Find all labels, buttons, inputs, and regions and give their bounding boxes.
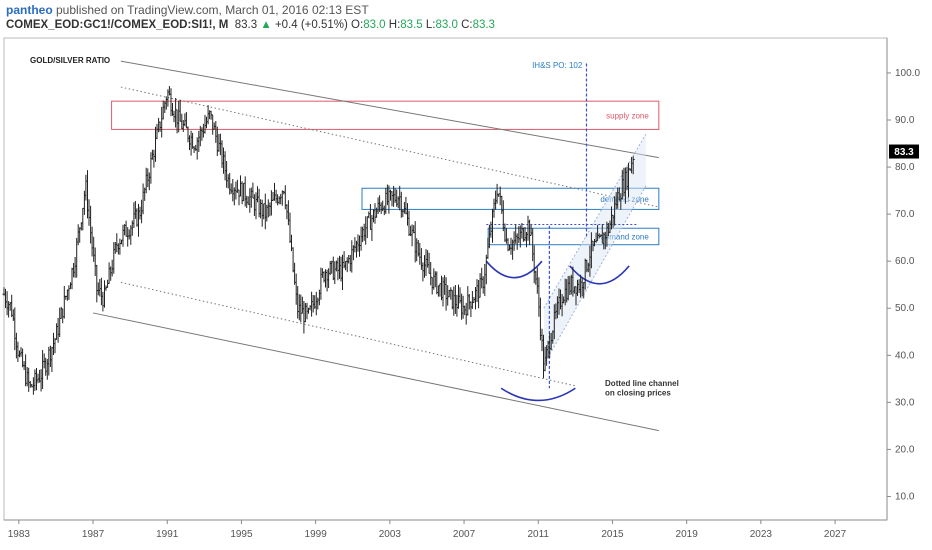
channels-layer	[92, 60, 659, 432]
upper-channel	[120, 60, 659, 159]
close-value: 83.3	[472, 19, 495, 31]
symbol-name[interactable]: COMEX_EOD:GC1!/COMEX_EOD:SI1!, M	[6, 19, 229, 31]
x-tick-label-2: 1991	[156, 529, 179, 540]
y-tick-label-1: 20.0	[895, 444, 915, 455]
open-value: 83.0	[363, 19, 386, 31]
demand-zone-lower-label: demand zone	[600, 232, 649, 241]
price-axis[interactable]: 10.0 20.0 30.0 40.0 50.0 60.0 70.0 80.0 90.0 100.…	[887, 68, 920, 503]
x-tick-label-3: 1995	[230, 529, 253, 540]
y-tick-label-9: 100.0	[895, 68, 920, 79]
demand-zone-upper	[361, 187, 660, 210]
x-tick-label-4: 1999	[305, 529, 328, 540]
rising-channel-shade	[543, 134, 646, 365]
y-tick-label-5: 60.0	[895, 256, 915, 267]
y-tick-label-4: 50.0	[895, 303, 915, 314]
y-tick-label-0: 10.0	[895, 491, 915, 502]
last-price-tag-text: 83.3	[894, 147, 914, 158]
lower-dotted-channel	[120, 281, 576, 387]
high-label: H:	[388, 19, 401, 31]
low-value: 83.0	[435, 19, 458, 31]
x-tick-label-11: 2027	[824, 529, 847, 540]
chart-header: pantheo published on TradingView.com, Ma…	[0, 0, 932, 36]
low-label: L:	[425, 19, 436, 31]
chart-title: GOLD/SILVER RATIO	[30, 56, 110, 65]
ihs-po-label: IH&S PO: 102	[532, 61, 583, 70]
open-label: O:	[351, 19, 364, 31]
x-tick-label-5: 2003	[379, 529, 402, 540]
last-price-tag: 83.3	[889, 144, 919, 159]
last-value: 83.3	[234, 19, 258, 31]
close-label: C:	[461, 19, 473, 31]
up-arrow-icon: ▲	[260, 19, 272, 31]
y-tick-label-3: 40.0	[895, 350, 915, 361]
left-shoulder-arc	[485, 260, 543, 279]
channel-note-line1: Dotted line channel	[605, 379, 679, 388]
symbol-line: COMEX_EOD:GC1!/COMEX_EOD:SI1!, M 83.3 ▲ …	[6, 19, 495, 31]
head-arc	[500, 387, 576, 402]
demand-zone-lower	[487, 227, 660, 246]
pattern-overlays	[485, 63, 647, 402]
publish-line: pantheo published on TradingView.com, Ma…	[6, 3, 369, 17]
ohlc-bars	[2, 86, 635, 395]
author-name[interactable]: pantheo	[6, 3, 53, 17]
ohlc-bar-series	[2, 86, 635, 395]
high-value: 83.5	[400, 19, 423, 31]
x-tick-label-6: 2007	[453, 529, 476, 540]
upper-dotted-channel	[120, 86, 659, 208]
y-tick-label-6: 70.0	[895, 209, 915, 220]
last-price-tag-bg	[889, 144, 919, 159]
y-tick-label-8: 90.0	[895, 115, 915, 126]
x-tick-label-10: 2023	[750, 529, 773, 540]
plot-frame	[3, 37, 888, 521]
supply-zone-label: supply zone	[606, 111, 649, 120]
y-tick-label-2: 30.0	[895, 397, 915, 408]
x-tick-label-7: 2011	[527, 529, 549, 540]
right-shoulder-arc	[569, 265, 630, 285]
lower-channel	[92, 312, 659, 432]
publish-info: published on TradingView.com, March 01, …	[52, 3, 369, 17]
y-tick-label-7: 80.0	[895, 162, 915, 173]
x-tick-label-8: 2015	[601, 529, 624, 540]
time-axis[interactable]: 1983 1987 1991 1995 1999 2003 2007 2011 2015 2019…	[8, 520, 847, 540]
x-tick-label-1: 1987	[82, 529, 105, 540]
x-tick-label-0: 1983	[8, 529, 31, 540]
change-value: +0.4 (+0.51%)	[274, 19, 348, 31]
x-tick-label-9: 2019	[676, 529, 699, 540]
channel-note-line2: on closing prices	[605, 388, 671, 397]
supply-zone	[111, 100, 660, 130]
